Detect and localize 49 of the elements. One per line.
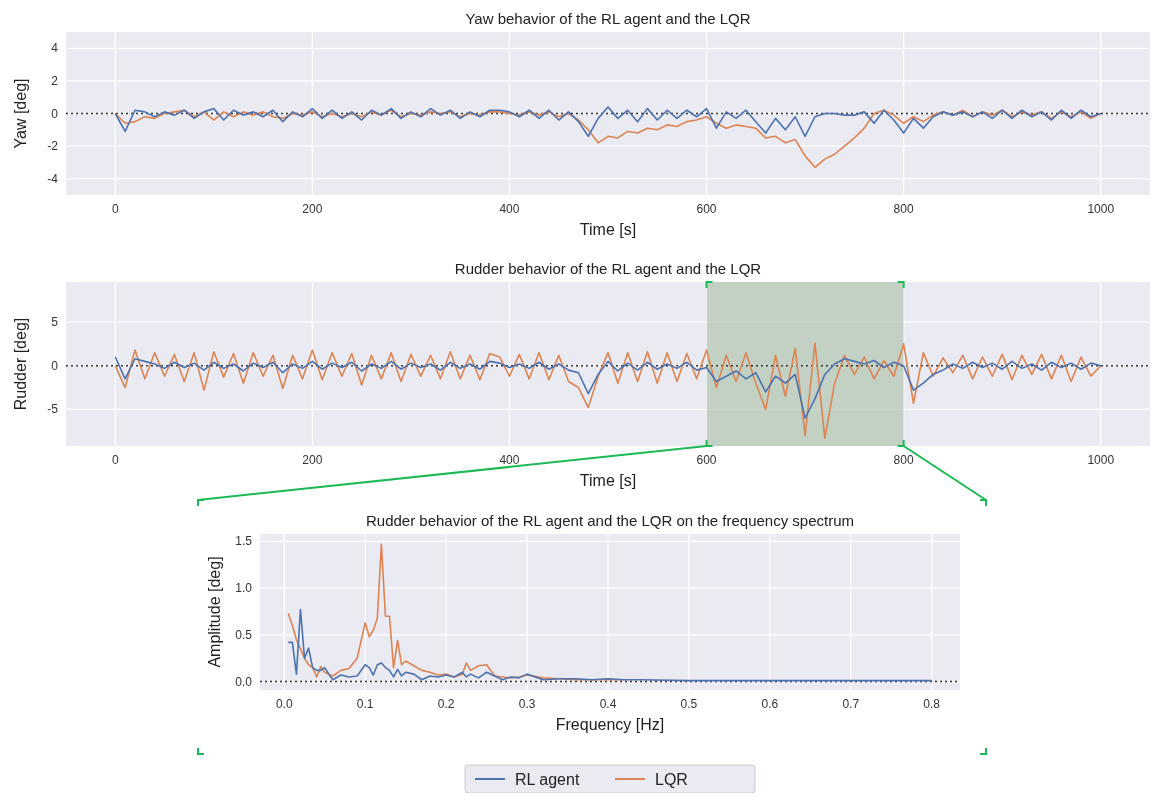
x-tick-label: 200 bbox=[302, 202, 323, 216]
x-tick-label: 400 bbox=[499, 453, 520, 467]
y-tick-label: 2 bbox=[51, 73, 59, 88]
line-series bbox=[287, 608, 933, 682]
y-tick-label: 0.0 bbox=[235, 674, 253, 689]
x-tick-label: 400 bbox=[499, 202, 520, 216]
x-tick-label: 0.0 bbox=[275, 697, 293, 711]
y-axis-title: Rudder [deg] bbox=[12, 317, 29, 411]
y-tick-label: -4 bbox=[47, 171, 59, 186]
x-tick-label: 0.8 bbox=[923, 697, 941, 711]
line-series bbox=[114, 106, 1102, 138]
y-tick-label: -5 bbox=[47, 402, 59, 417]
x-tick-label: 800 bbox=[893, 202, 914, 216]
y-axis-title: Amplitude [deg] bbox=[206, 556, 223, 668]
y-tick-label: 1.0 bbox=[235, 581, 253, 596]
line-series bbox=[114, 356, 1102, 419]
line-series bbox=[114, 342, 1102, 439]
x-tick-label: 600 bbox=[696, 202, 717, 216]
chart-title: Rudder behavior of the RL agent and the LQR on the frequency spectrum bbox=[365, 512, 855, 529]
chart-title: Yaw behavior of the RL agent and the LQR bbox=[465, 10, 751, 27]
x-axis-title: Time [s] bbox=[579, 472, 637, 489]
legend-label: LQR bbox=[655, 771, 688, 788]
y-tick-label: 1.5 bbox=[235, 534, 253, 549]
x-tick-label: 600 bbox=[696, 453, 717, 467]
y-tick-label: 4 bbox=[51, 41, 59, 56]
x-tick-label: 0.6 bbox=[761, 697, 779, 711]
x-tick-label: 0.1 bbox=[356, 697, 374, 711]
y-axis-title: Yaw [deg] bbox=[12, 78, 29, 149]
chart-title: Rudder behavior of the RL agent and the LQR bbox=[454, 260, 762, 277]
x-tick-label: 0.5 bbox=[680, 697, 698, 711]
x-tick-label: 0.2 bbox=[437, 697, 455, 711]
x-tick-label: 1000 bbox=[1087, 202, 1115, 216]
y-tick-label: 0 bbox=[51, 106, 59, 121]
x-tick-label: 0 bbox=[111, 453, 119, 467]
x-tick-label: 0.3 bbox=[518, 697, 536, 711]
y-tick-label: -2 bbox=[47, 139, 59, 154]
line-series bbox=[287, 543, 625, 681]
x-tick-label: 0.4 bbox=[599, 697, 617, 711]
y-tick-label: 0 bbox=[51, 358, 59, 373]
y-tick-label: 5 bbox=[51, 315, 59, 330]
x-axis-title: Time [s] bbox=[579, 221, 637, 238]
x-tick-label: 800 bbox=[893, 453, 914, 467]
x-tick-label: 0.7 bbox=[842, 697, 860, 711]
legend-label: RL agent bbox=[515, 771, 580, 788]
x-tick-label: 1000 bbox=[1087, 453, 1115, 467]
x-tick-label: 0 bbox=[111, 202, 119, 216]
x-axis-title: Frequency [Hz] bbox=[555, 716, 665, 733]
x-tick-label: 200 bbox=[302, 453, 323, 467]
y-tick-label: 0.5 bbox=[235, 627, 253, 642]
